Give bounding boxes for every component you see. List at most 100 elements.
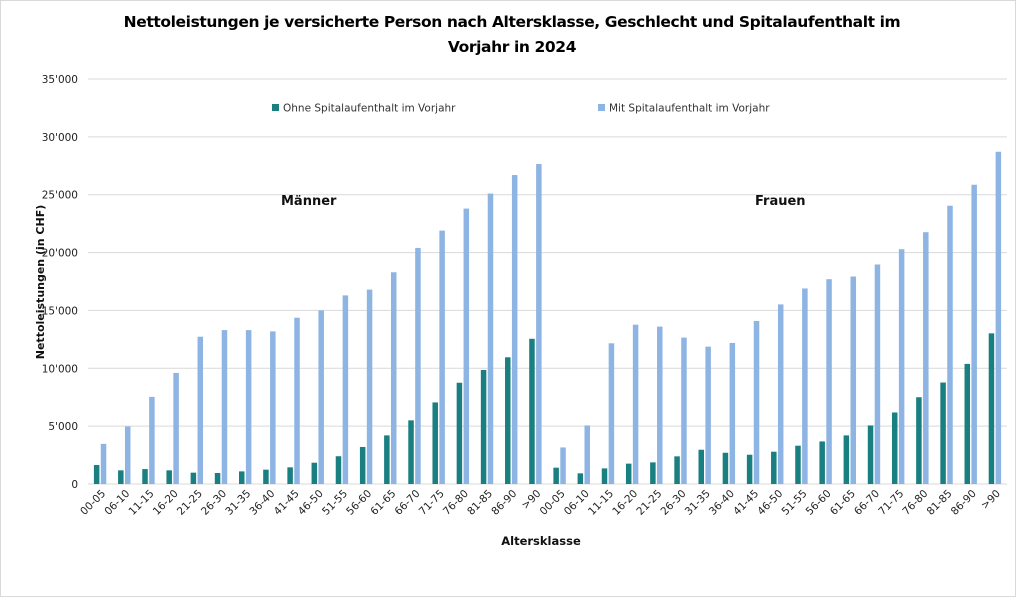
legend-swatch-ohne [272, 104, 279, 111]
bar-mit-spitalaufenthalt [995, 151, 1002, 484]
annotation-maenner: Männer [281, 194, 337, 209]
bar-mit-spitalaufenthalt [173, 372, 179, 484]
bar-ohne-spitalaufenthalt [698, 449, 704, 484]
bar-ohne-spitalaufenthalt [335, 456, 342, 484]
bar-mit-spitalaufenthalt [100, 443, 107, 484]
x-axis-ticks: 00-0506-1011-1516-2021-2526-3031-3536-40… [78, 488, 1003, 518]
bar-ohne-spitalaufenthalt [722, 452, 729, 484]
bar-ohne-spitalaufenthalt [843, 435, 850, 484]
y-tick-label: 20'000 [42, 248, 78, 260]
bar-mit-spitalaufenthalt [802, 288, 808, 484]
x-tick-label: 76-80 [441, 488, 471, 518]
bar-mit-spitalaufenthalt [632, 324, 639, 484]
bar-mit-spitalaufenthalt [536, 164, 542, 485]
bar-ohne-spitalaufenthalt [263, 469, 269, 484]
x-tick-label: 41-45 [272, 488, 302, 518]
bar-ohne-spitalaufenthalt [311, 462, 318, 484]
bar-ohne-spitalaufenthalt [940, 382, 946, 484]
x-tick-label: 21-25 [634, 488, 664, 518]
x-tick-label: 06-10 [102, 488, 132, 518]
bar-mit-spitalaufenthalt [391, 272, 397, 484]
bar-ohne-spitalaufenthalt [505, 357, 511, 484]
bar-ohne-spitalaufenthalt [577, 473, 584, 484]
x-tick-label: 71-75 [417, 488, 447, 518]
x-tick-label: 51-55 [320, 488, 350, 518]
bar-ohne-spitalaufenthalt [891, 412, 898, 484]
bar-ohne-spitalaufenthalt [456, 382, 463, 484]
bar-mit-spitalaufenthalt [947, 205, 953, 484]
y-tick-label: 30'000 [42, 132, 78, 144]
x-tick-label: >90 [979, 488, 1003, 512]
x-tick-label: 31-35 [683, 488, 713, 518]
bar-mit-spitalaufenthalt [923, 232, 929, 484]
bar-mit-spitalaufenthalt [270, 331, 276, 484]
x-tick-label: 11-15 [586, 488, 616, 518]
bar-mit-spitalaufenthalt [221, 330, 228, 484]
chart-title-line-1: Nettoleistungen je versicherte Person na… [123, 13, 901, 31]
x-tick-label: 26-30 [659, 488, 689, 518]
x-tick-label: 86-90 [949, 488, 979, 518]
y-axis-label: Nettoleistungen (in CHF) [34, 205, 47, 359]
x-tick-label: 71-75 [876, 488, 906, 518]
x-tick-label: 16-20 [151, 488, 181, 518]
x-tick-label: 36-40 [247, 488, 277, 518]
bar-mit-spitalaufenthalt [366, 289, 373, 484]
bar-ohne-spitalaufenthalt [287, 467, 293, 484]
bar-mit-spitalaufenthalt [850, 276, 857, 484]
bar-mit-spitalaufenthalt [149, 396, 155, 484]
bar-mit-spitalaufenthalt [753, 320, 760, 484]
bar-ohne-spitalaufenthalt [674, 456, 680, 484]
bar-mit-spitalaufenthalt [294, 317, 300, 484]
x-tick-label: 41-45 [731, 488, 761, 518]
x-tick-label: 51-55 [779, 488, 809, 518]
bars [93, 151, 1002, 485]
bar-ohne-spitalaufenthalt [214, 473, 221, 484]
x-tick-label: 46-50 [296, 488, 326, 518]
bar-ohne-spitalaufenthalt [384, 435, 390, 484]
bar-ohne-spitalaufenthalt [142, 469, 148, 484]
bar-ohne-spitalaufenthalt [432, 402, 438, 484]
x-tick-label: 76-80 [900, 488, 930, 518]
x-tick-label: 81-85 [465, 488, 495, 518]
bar-ohne-spitalaufenthalt [480, 370, 487, 484]
x-tick-label: 46-50 [755, 488, 785, 518]
bar-mit-spitalaufenthalt [608, 343, 615, 484]
y-tick-label: 25'000 [42, 190, 78, 202]
bar-ohne-spitalaufenthalt [93, 465, 100, 484]
annotation-frauen: Frauen [755, 194, 806, 209]
bar-mit-spitalaufenthalt [681, 337, 687, 484]
bar-mit-spitalaufenthalt [898, 249, 905, 484]
bar-mit-spitalaufenthalt [318, 310, 324, 484]
x-tick-label: 56-60 [804, 488, 834, 518]
bar-mit-spitalaufenthalt [197, 336, 204, 484]
bar-ohne-spitalaufenthalt [819, 441, 825, 484]
bar-mit-spitalaufenthalt [657, 326, 663, 484]
x-tick-label: 31-35 [223, 488, 253, 518]
bar-mit-spitalaufenthalt [777, 304, 784, 484]
bar-ohne-spitalaufenthalt [553, 467, 559, 484]
y-tick-label: 35'000 [42, 74, 78, 86]
legend-swatch-mit [598, 104, 605, 111]
legend: Ohne Spitalaufenthalt im Vorjahr Mit Spi… [272, 103, 770, 115]
bar-mit-spitalaufenthalt [705, 346, 711, 484]
legend-label-ohne: Ohne Spitalaufenthalt im Vorjahr [283, 103, 456, 115]
x-tick-label: 61-65 [368, 488, 398, 518]
bar-mit-spitalaufenthalt [511, 175, 518, 485]
x-tick-label: 61-65 [828, 488, 858, 518]
x-tick-label: 16-20 [610, 488, 640, 518]
x-tick-label: 36-40 [707, 488, 737, 518]
bar-ohne-spitalaufenthalt [988, 333, 995, 484]
bar-ohne-spitalaufenthalt [795, 445, 801, 484]
bar-mit-spitalaufenthalt [415, 247, 421, 484]
bar-mit-spitalaufenthalt [874, 264, 881, 484]
legend-label-mit: Mit Spitalaufenthalt im Vorjahr [609, 103, 770, 115]
bar-mit-spitalaufenthalt [439, 230, 445, 484]
x-tick-label: 56-60 [344, 488, 374, 518]
bar-mit-spitalaufenthalt [971, 184, 977, 484]
bar-ohne-spitalaufenthalt [529, 338, 535, 484]
y-tick-label: 15'000 [42, 305, 78, 317]
x-tick-label: 86-90 [489, 488, 519, 518]
bar-mit-spitalaufenthalt [584, 425, 590, 484]
